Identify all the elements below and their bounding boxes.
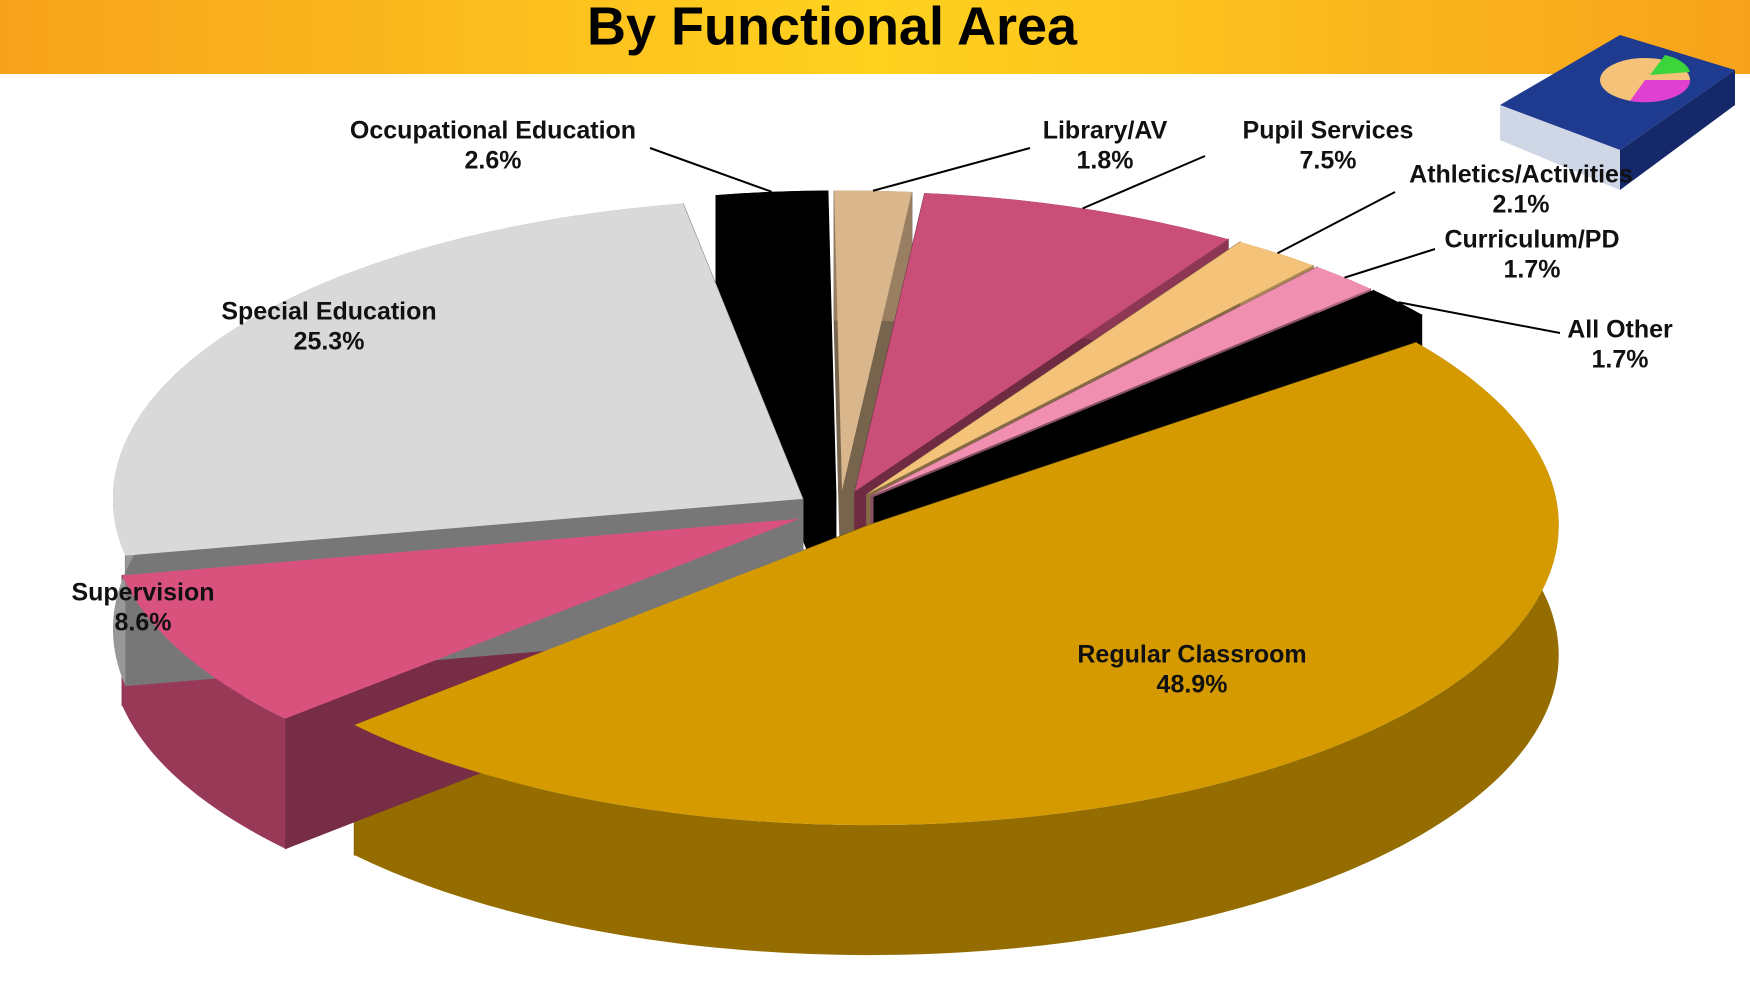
slice-label: Regular Classroom <box>1077 641 1306 669</box>
leader-line <box>872 147 1031 192</box>
slice <box>716 190 836 491</box>
slice-value-label: 7.5% <box>1300 147 1357 175</box>
slice <box>834 190 912 491</box>
slice <box>870 267 1371 496</box>
slice-value-label: 48.9% <box>1157 671 1228 699</box>
slice <box>113 203 803 556</box>
slice <box>874 290 1422 498</box>
slice-label: Supervision <box>71 579 214 607</box>
slice-value-label: 25.3% <box>294 328 365 356</box>
leader-line <box>1398 301 1561 334</box>
slice-label: Occupational Education <box>350 117 636 145</box>
leader-line <box>1344 248 1436 279</box>
book-icon <box>1500 35 1735 190</box>
slice <box>866 242 1314 495</box>
slice-value-label: 2.6% <box>465 147 522 175</box>
slice <box>354 342 1559 826</box>
title-banner <box>0 0 1750 74</box>
slice-value-label: 1.7% <box>1592 346 1649 374</box>
slice-label: Library/AV <box>1043 117 1168 145</box>
leader-line <box>1082 155 1206 210</box>
leader-line <box>1277 191 1396 255</box>
slice-label: Curriculum/PD <box>1444 226 1619 254</box>
slice <box>122 518 800 719</box>
slice-tops <box>113 190 1559 826</box>
slice-label: All Other <box>1567 316 1673 344</box>
slice-label: Special Education <box>221 298 436 326</box>
leader-line <box>649 147 773 193</box>
slice-value-label: 1.8% <box>1077 147 1134 175</box>
slice <box>854 193 1229 492</box>
slice-value-label: 2.1% <box>1493 191 1550 219</box>
slice-value-label: 8.6% <box>115 609 172 637</box>
slice-value-label: 1.7% <box>1504 256 1561 284</box>
chart-title: By Functional Area <box>587 0 1078 56</box>
slice-label: Pupil Services <box>1243 117 1414 145</box>
slice-label: Athletics/Activities <box>1409 161 1633 189</box>
slice-wall <box>354 342 1559 956</box>
